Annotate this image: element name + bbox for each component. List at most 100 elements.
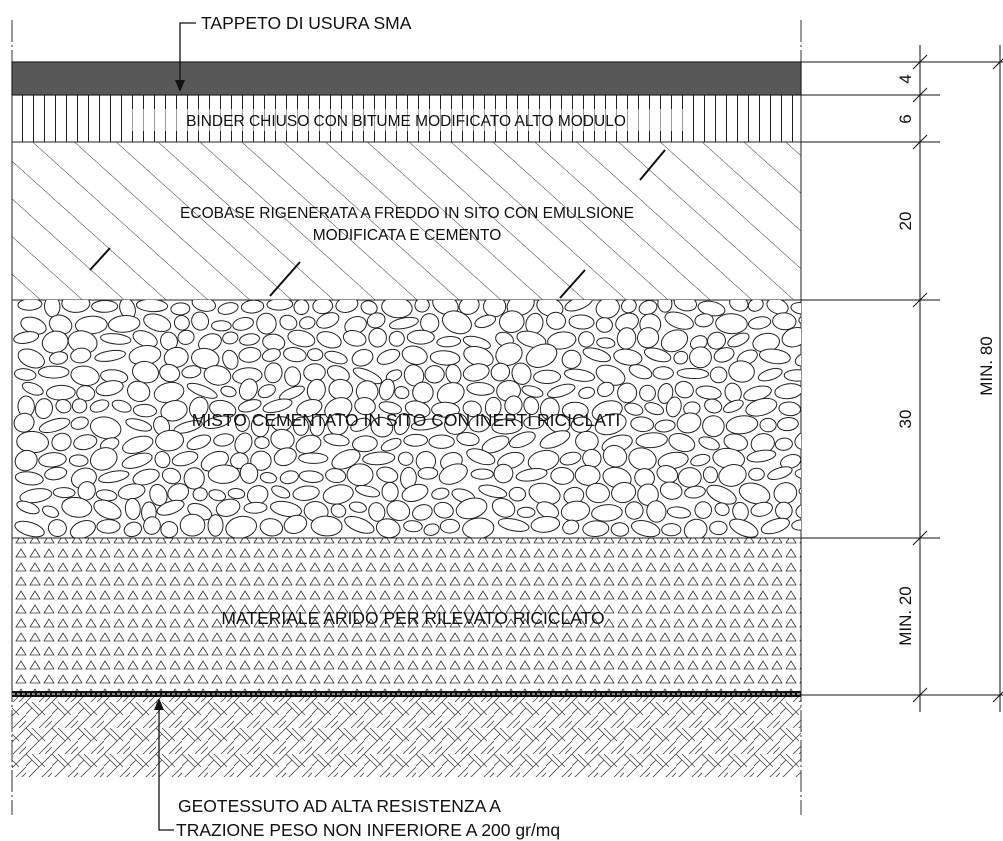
aggregate-pebble: [631, 520, 661, 538]
aggregate-pebble: [44, 466, 68, 481]
aggregate-pebble: [462, 517, 495, 538]
aggregate-pebble: [159, 363, 181, 383]
aggregate-pebble: [122, 435, 154, 454]
aggregate-pebble: [559, 451, 582, 466]
aggregate-pebble: [713, 347, 735, 363]
misto-aggregate-pattern: [13, 300, 801, 538]
aggregate-pebble: [470, 468, 494, 480]
aggregate-pebble: [342, 330, 367, 347]
aggregate-pebble: [266, 300, 294, 311]
aggregate-pebble: [208, 489, 227, 502]
ecobase-label-line1: ECOBASE RIGENERATA A FREDDO IN SITO CON …: [180, 205, 634, 222]
aggregate-pebble: [568, 314, 595, 330]
binder-label: BINDER CHIUSO CON BITUME MODIFICATO ALTO…: [186, 113, 626, 130]
aggregate-pebble: [127, 380, 151, 402]
dim-binder: 6: [896, 114, 915, 123]
aggregate-pebble: [51, 432, 72, 452]
aggregate-pebble: [729, 300, 749, 312]
aggregate-pebble: [13, 331, 40, 344]
aggregate-pebble: [564, 300, 593, 312]
aggregate-pebble: [594, 413, 627, 436]
aggregate-pebble: [323, 433, 350, 447]
bottom-callout-leader: [158, 700, 174, 831]
aggregate-pebble: [767, 466, 793, 481]
aggregate-pebble: [490, 362, 511, 382]
aggregate-pebble: [378, 401, 402, 415]
aggregate-pebble: [404, 400, 431, 419]
aggregate-pebble: [370, 416, 394, 438]
aggregate-pebble: [516, 506, 536, 518]
aggregate-pebble: [630, 416, 655, 433]
aggregate-pebble: [254, 436, 270, 450]
aggregate-pebble: [610, 522, 630, 537]
aggregate-pebble: [124, 497, 141, 520]
aggregate-pebble: [481, 435, 510, 454]
aggregate-pebble: [93, 499, 122, 520]
aggregate-pebble: [270, 500, 302, 518]
aggregate-pebble: [262, 398, 293, 414]
aggregate-pebble: [468, 414, 491, 433]
aggregate-pebble: [366, 312, 386, 329]
aggregate-pebble: [676, 367, 710, 380]
aggregate-pebble: [759, 417, 777, 433]
aggregate-pebble: [89, 399, 110, 413]
aggregate-pebble: [715, 313, 748, 335]
aggregate-pebble: [393, 413, 411, 436]
aggregate-pebble: [727, 332, 750, 348]
layer-ecobase: [11, 141, 802, 301]
aggregate-pebble: [155, 429, 185, 452]
aggregate-pebble: [747, 300, 764, 312]
aggregate-pebble: [316, 331, 342, 349]
bottom-callout-label-line1: GEOTESSUTO AD ALTA RESISTENZA A: [178, 796, 501, 816]
aggregate-pebble: [674, 380, 694, 399]
aggregate-pebble: [331, 449, 361, 470]
subgrade-hatch: [12, 697, 801, 777]
aggregate-pebble: [191, 347, 220, 370]
aggregate-pebble: [591, 504, 623, 522]
aggregate-pebble: [203, 365, 232, 386]
aggregate-pebble: [191, 311, 210, 331]
aggregate-pebble: [287, 329, 316, 348]
aggregate-pebble: [643, 347, 672, 363]
aggregate-pebble: [635, 432, 668, 449]
aggregate-pebble: [702, 466, 718, 484]
aggregate-pebble: [536, 300, 564, 318]
aggregate-pebble: [657, 382, 674, 404]
aggregate-pebble: [96, 519, 121, 534]
aggregate-pebble: [794, 352, 801, 367]
aggregate-pebble: [676, 412, 702, 434]
aggregate-pebble: [70, 520, 96, 538]
aggregate-pebble: [781, 327, 801, 348]
aggregate-pebble: [257, 384, 276, 399]
aggregate-pebble: [70, 347, 92, 364]
aggregate-pebble: [652, 366, 674, 380]
aggregate-pebble: [431, 401, 460, 418]
aggregate-pebble: [121, 452, 153, 469]
aggregate-pebble: [660, 329, 689, 353]
aggregate-pebble: [324, 350, 348, 365]
aggregate-pebble: [239, 462, 259, 484]
aggregate-pebble: [575, 430, 599, 452]
aggregate-pebble: [279, 470, 299, 485]
aggregate-pebble: [17, 348, 45, 369]
aggregate-pebble: [695, 385, 722, 400]
aggregate-pebble: [624, 501, 644, 520]
aggregate-pebble: [386, 500, 411, 521]
aggregate-pebble: [694, 501, 713, 519]
aggregate-pebble: [188, 396, 209, 419]
aggregate-pebble: [748, 467, 765, 481]
aggregate-pebble: [401, 483, 429, 503]
aggregate-pebble: [261, 348, 281, 362]
geotextile-line: [12, 691, 801, 697]
aggregate-pebble: [766, 300, 789, 315]
aggregate-pebble: [458, 300, 480, 315]
aggregate-pebble: [794, 467, 801, 481]
aggregate-pebble: [351, 348, 374, 367]
aggregate-pebble: [420, 313, 440, 333]
aggregate-pebble: [354, 484, 381, 498]
aggregate-pebble: [506, 300, 535, 317]
aggregate-pebble: [684, 485, 706, 499]
aggregate-pebble: [683, 518, 708, 538]
aggregate-pebble: [709, 366, 728, 384]
dimension-chain: [801, 45, 1003, 712]
